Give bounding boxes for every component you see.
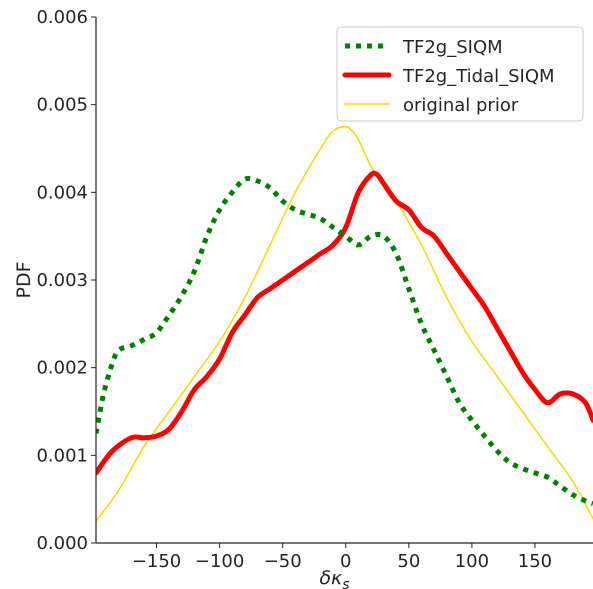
series-layer [96, 125, 593, 522]
y-tick-label: 0.006 [36, 7, 88, 28]
y-tick-label: 0.003 [36, 270, 88, 291]
x-axis-label: δκs [319, 567, 349, 589]
y-tick-label: 0.001 [36, 445, 88, 466]
x-tick-label: 150 [518, 551, 552, 572]
series-line-tf2g-tidal-siqm [96, 170, 593, 476]
series-line-tf2g-siqm [96, 175, 593, 506]
x-tick-label: −150 [132, 551, 181, 572]
x-tick-label: −50 [264, 551, 302, 572]
legend-label: TF2g_Tidal_SIQM [402, 66, 555, 87]
y-tick-label: 0.002 [36, 358, 88, 379]
x-tick-label: 0 [340, 551, 351, 572]
legend-box [336, 26, 584, 122]
y-axis-label: PDF [13, 261, 35, 298]
y-tick-label: 0.000 [36, 533, 88, 554]
y-tick-label: 0.005 [36, 95, 88, 116]
x-tick-label: −100 [195, 551, 244, 572]
legend: TF2g_SIQM TF2g_Tidal_SIQM original prior [336, 26, 584, 122]
y-tick-label: 0.004 [36, 182, 88, 203]
series-line-original-prior [96, 125, 593, 522]
axes-layer: −150 −100 −50 0 50 100 150 0.000 0.001 0.002 0.003… [13, 7, 593, 589]
legend-label: original prior [403, 95, 519, 116]
x-tick-label: 100 [455, 551, 489, 572]
legend-label: TF2g_SIQM [402, 37, 503, 58]
x-tick-label: 50 [397, 551, 420, 572]
